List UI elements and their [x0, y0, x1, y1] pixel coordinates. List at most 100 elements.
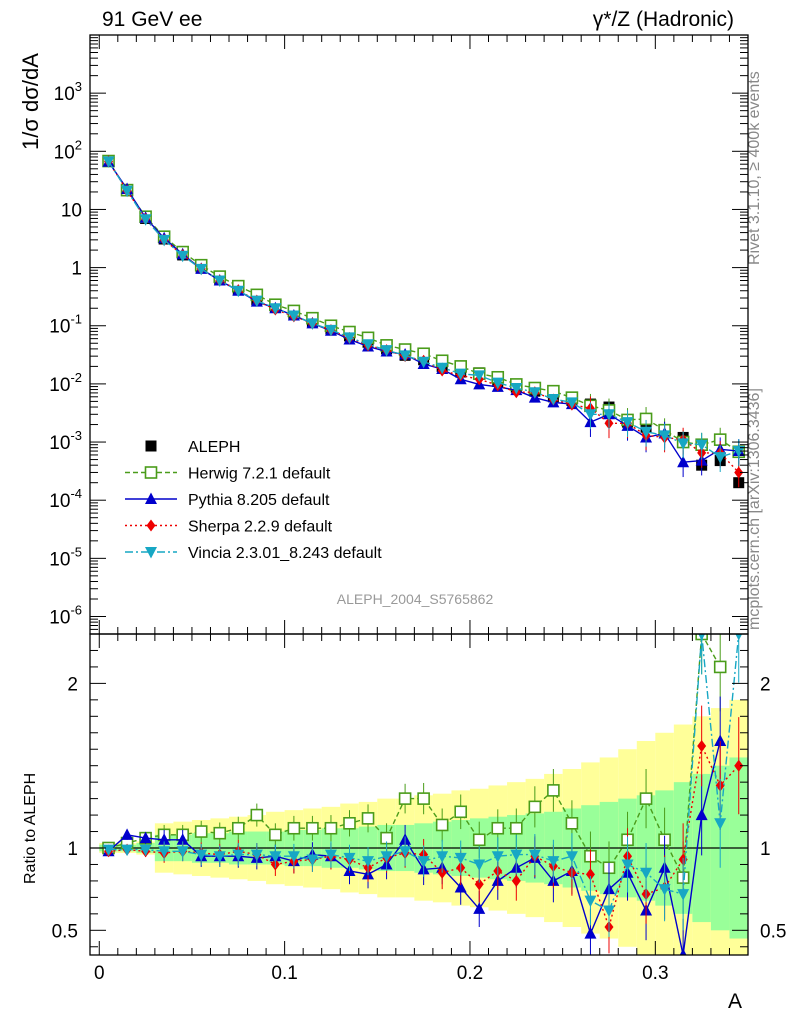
ratio-point-vincia [602, 905, 615, 918]
ratio-point-vincia [213, 851, 226, 863]
ratio-point-vincia [735, 634, 743, 641]
ratio-point-pythia [454, 881, 467, 893]
legend-label-herwig: Herwig 7.2.1 default [188, 466, 331, 483]
ratio-point-sherpa [734, 759, 744, 772]
main-point-vincia [417, 356, 430, 369]
ratio-point-herwig [565, 817, 579, 830]
legend-marker-herwig [144, 466, 158, 479]
main-point-vincia [399, 350, 412, 362]
ratio-y-tick-label: 1 [67, 839, 78, 860]
ratio-point-vincia [528, 849, 541, 862]
main-point-vincia [306, 318, 319, 330]
main-point-vincia [176, 250, 189, 263]
main-point-vincia [454, 368, 467, 381]
ratio-point-herwig [510, 821, 523, 835]
legend-marker-pythia [145, 492, 157, 504]
main-point-pythia [677, 455, 690, 468]
ratio-point-vincia [473, 859, 486, 871]
main-y-tick-label: 10-1 [49, 312, 82, 338]
ratio-y-tick-label: 0.5 [52, 921, 78, 942]
main-y-tick-label: 10-5 [49, 544, 82, 570]
main-point-vincia [436, 362, 449, 375]
main-y-tick-label: 10-3 [49, 428, 82, 454]
ratio-point-vincia [417, 856, 430, 868]
ratio-point-vincia [139, 844, 152, 857]
main-point-vincia [158, 234, 171, 247]
ratio-point-herwig [435, 818, 449, 832]
legend-label-vincia: Vincia 2.3.01_8.243 default [188, 545, 382, 562]
main-point-vincia [602, 409, 615, 421]
x-tick-label: 0 [94, 963, 105, 984]
ratio-point-herwig [547, 784, 560, 797]
ratio-point-herwig [639, 792, 653, 805]
main-point-vincia [732, 446, 745, 458]
legend-marker-data [145, 440, 157, 452]
main-y-tick-label: 10-2 [49, 370, 82, 396]
ratio-point-vincia [584, 895, 597, 908]
main-y-tick-label: 10-6 [49, 602, 82, 628]
ratio-point-herwig [528, 800, 542, 814]
main-point-vincia [658, 430, 671, 442]
main-y-tick-exponent: -2 [70, 370, 82, 385]
main-y-tick-label: 10-4 [49, 486, 82, 512]
ratio-point-vincia [491, 851, 504, 863]
x-tick-label: 0.2 [457, 963, 483, 984]
main-y-tick-exponent: -5 [70, 544, 82, 559]
main-y-tick-exponent: -1 [70, 312, 82, 327]
main-y-tick-exponent: 3 [75, 79, 82, 94]
ratio-point-vincia [436, 851, 449, 863]
ratio-point-vincia [324, 849, 337, 862]
ratio-point-vincia [399, 846, 412, 858]
main-y-tick-label: 1 [71, 259, 82, 280]
ratio-frame [89, 633, 749, 956]
ratio-point-herwig [194, 825, 208, 838]
legend-label-sherpa: Sherpa 2.2.9 default [188, 519, 333, 536]
main-plot-area [102, 154, 746, 489]
ratio-point-vincia [269, 851, 282, 863]
header-left-label: 91 GeV ee [102, 8, 203, 31]
main-point-vincia [565, 397, 578, 409]
main-point-vincia [640, 426, 653, 439]
main-point-vincia [195, 263, 208, 276]
main-point-vincia [584, 409, 597, 421]
main-point-vincia [621, 417, 634, 429]
main-point-vincia [139, 214, 152, 226]
legend-label-data: ALEPH [188, 439, 240, 456]
main-point-vincia [269, 303, 282, 315]
main-point-vincia [473, 370, 486, 382]
ratio-point-pythia [158, 833, 171, 845]
ratio-point-vincia [677, 889, 690, 901]
ratio-point-herwig [250, 808, 264, 822]
ratio-point-herwig [269, 828, 282, 842]
main-point-vincia [343, 332, 356, 344]
ratio-point-vincia [362, 856, 375, 868]
ratio-point-pythia [121, 828, 134, 840]
ratio-point-herwig [213, 826, 227, 840]
main-point-vincia [695, 439, 708, 452]
ratio-y-tick-label-right: 2 [760, 674, 771, 695]
ratio-point-sherpa [511, 874, 521, 887]
ratio-point-vincia [454, 852, 467, 865]
ratio-point-pythia [139, 831, 152, 844]
main-point-vincia [491, 377, 504, 390]
ratio-point-vincia [195, 849, 208, 862]
ratio-point-vincia [640, 867, 653, 880]
ratio-line-sherpa [108, 743, 740, 930]
legend-label-pythia: Pythia 8.205 default [188, 492, 330, 509]
ratio-point-pythia [584, 927, 597, 939]
main-point-vincia [121, 185, 134, 198]
ratio-line-pythia [108, 740, 721, 955]
main-point-vincia [324, 324, 337, 337]
ratio-point-vincia [621, 859, 634, 871]
ratio-point-pythia [176, 833, 189, 845]
ratio-point-vincia [510, 849, 523, 862]
ratio-y-tick-label-right: 1 [760, 839, 771, 860]
ratio-point-vincia [547, 856, 560, 868]
main-point-sherpa [734, 466, 744, 479]
main-y-tick-exponent: -4 [70, 486, 82, 501]
ratio-point-herwig [491, 821, 505, 835]
main-point-vincia [547, 393, 560, 406]
ratio-point-vincia [698, 634, 706, 641]
main-point-vincia [102, 156, 115, 168]
main-point-vincia [362, 339, 375, 351]
